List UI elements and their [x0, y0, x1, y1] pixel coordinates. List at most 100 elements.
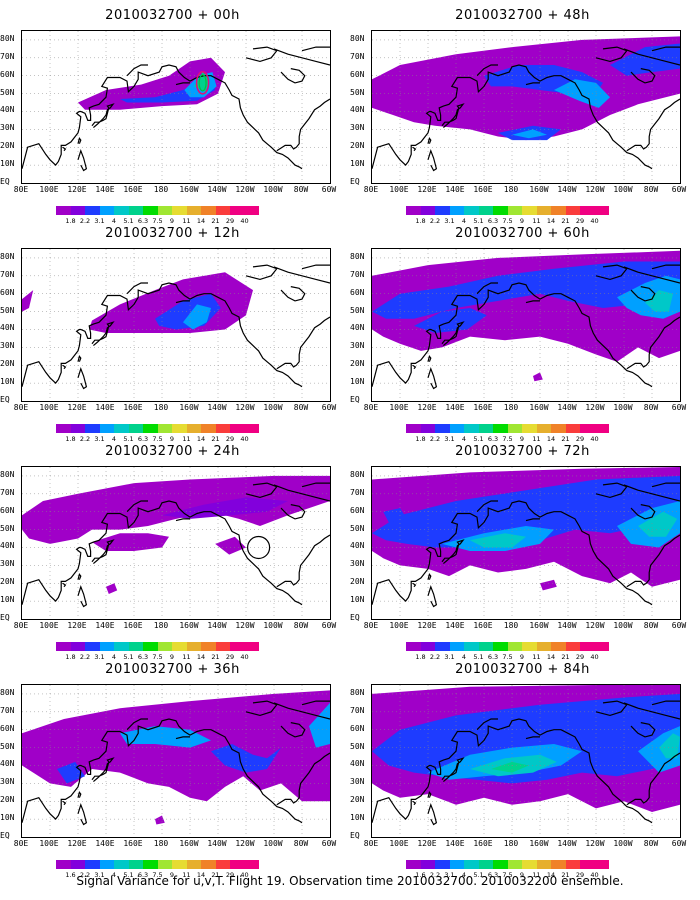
colorbar-swatch — [594, 206, 609, 215]
colorbar-label: 3.1 — [444, 871, 455, 879]
forecast-panel: 2010032700 + 72h 80N 70N 60N 50N 40N 30N 20N 10N… — [350, 444, 695, 664]
colorbar — [56, 206, 259, 215]
colorbar-label: 7.5 — [502, 871, 513, 879]
coastline — [626, 316, 680, 370]
colorbar-swatch — [157, 206, 172, 215]
colorbar-swatch — [464, 860, 479, 869]
lon-label: 180 — [153, 621, 169, 630]
colorbar-swatch — [435, 424, 450, 433]
colorbar-swatch — [143, 860, 158, 869]
lon-label: 80E — [13, 839, 29, 848]
colorbar-swatch — [143, 642, 158, 651]
lat-label: 10N — [0, 159, 15, 169]
lat-label: 10N — [350, 595, 365, 605]
colorbar-swatch — [507, 860, 522, 869]
lon-label: 120W — [235, 621, 255, 630]
lon-label: 100E — [39, 403, 59, 412]
colorbar-label: 21 — [561, 871, 570, 879]
colorbar-label: 9 — [519, 217, 525, 225]
colorbar-label: 11 — [532, 653, 541, 661]
colorbar-swatch — [406, 642, 421, 651]
lon-label: 100W — [263, 403, 283, 412]
map-svg — [372, 249, 680, 401]
panel-title: 2010032700 + 60h — [455, 226, 590, 241]
colorbar-label: 11 — [532, 435, 541, 443]
colorbar-label: 2.2 — [79, 871, 91, 879]
colorbar-label: 29 — [225, 871, 235, 879]
coastline — [651, 264, 680, 270]
coastline — [126, 64, 148, 77]
coastline — [595, 482, 628, 499]
lon-label: 100W — [263, 621, 283, 630]
colorbar-swatch — [449, 860, 464, 869]
lat-label: 20N — [0, 795, 15, 805]
coastline — [280, 722, 306, 738]
colorbar-label: 9 — [169, 871, 175, 879]
colorbar-swatch — [580, 424, 595, 433]
colorbar-label: 5.1 — [123, 435, 134, 443]
colorbar-label: 7.5 — [502, 653, 513, 661]
lon-label: 120E — [417, 621, 437, 630]
lon-label: 160E — [473, 185, 493, 194]
colorbar-swatch — [478, 642, 493, 651]
colorbar-swatch — [99, 424, 114, 433]
variance-shading — [540, 579, 557, 591]
colorbar-swatch — [99, 206, 114, 215]
colorbar-swatch — [522, 642, 537, 651]
colorbar-swatch — [565, 424, 580, 433]
map-frame — [371, 466, 681, 620]
colorbar-label: 40 — [590, 653, 599, 661]
variance-shading — [554, 79, 610, 108]
colorbar-swatch — [157, 424, 172, 433]
lat-label: 30N — [0, 123, 15, 133]
colorbar-label: 2.2 — [79, 217, 91, 225]
colorbar-label: 4 — [111, 435, 117, 443]
colorbar-label: 14 — [196, 653, 206, 661]
colorbar-swatch — [215, 860, 230, 869]
lon-label: 80E — [13, 403, 29, 412]
coastline — [651, 46, 680, 52]
coastline — [301, 482, 330, 488]
map-frame — [21, 30, 331, 184]
variance-shading — [22, 290, 34, 312]
colorbar-swatch — [493, 424, 508, 433]
colorbar-swatch — [201, 206, 216, 215]
colorbar-swatch — [594, 424, 609, 433]
lon-label: 160W — [179, 185, 199, 194]
lat-label: 50N — [350, 741, 365, 751]
colorbar-label: 21 — [211, 435, 220, 443]
colorbar-swatch — [186, 860, 201, 869]
variance-shading — [92, 533, 169, 551]
lon-label: 60W — [671, 185, 687, 194]
colorbar-label: 11 — [182, 435, 191, 443]
lon-label: 160W — [179, 403, 199, 412]
colorbar-label: 3.1 — [444, 217, 455, 225]
colorbar-swatch — [580, 642, 595, 651]
coastline — [595, 700, 628, 717]
coastline — [276, 752, 330, 806]
lon-label: 120E — [67, 403, 87, 412]
lat-label: 80N — [350, 687, 365, 697]
colorbar-swatch — [594, 642, 609, 651]
colorbar-label: 29 — [575, 217, 585, 225]
lon-label: 80W — [293, 403, 309, 412]
lon-label: 80W — [643, 621, 659, 630]
colorbar-label: 11 — [532, 217, 541, 225]
colorbar-swatch — [128, 860, 143, 869]
colorbar-swatch — [114, 860, 129, 869]
coastline — [630, 504, 656, 520]
lat-label: 60N — [0, 723, 15, 733]
coastline — [441, 321, 465, 347]
panel-title: 2010032700 + 24h — [105, 444, 240, 459]
coastline — [276, 98, 330, 152]
colorbar-swatch — [507, 424, 522, 433]
lat-label: 10N — [0, 377, 15, 387]
colorbar — [406, 424, 609, 433]
coastline — [175, 300, 190, 304]
lat-label: 30N — [0, 341, 15, 351]
lat-label: 30N — [350, 341, 365, 351]
lon-label: 80W — [293, 621, 309, 630]
lon-label: 100E — [39, 839, 59, 848]
lat-label: 40N — [0, 759, 15, 769]
colorbar-label: 4 — [461, 653, 467, 661]
